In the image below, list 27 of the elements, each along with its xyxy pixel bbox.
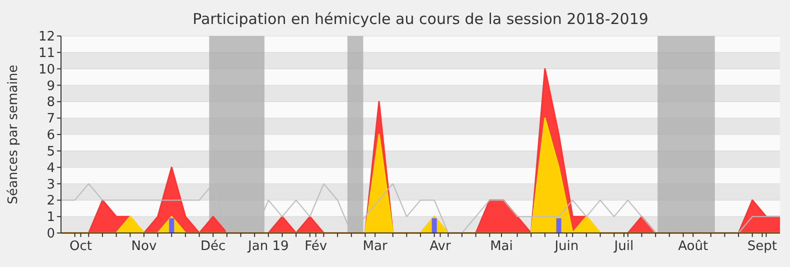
x-tick-label: Sept (747, 239, 778, 254)
x-tick-label: Mai (490, 239, 513, 254)
y-tick-label: 3 (46, 177, 55, 192)
x-tick-label: Août (678, 239, 708, 254)
x-tick-label: Fév (304, 239, 328, 254)
x-tick-label: Juil (613, 239, 634, 254)
x-tick-label: Jan 19 (247, 239, 289, 254)
y-tick-label: 9 (46, 78, 55, 94)
y-tick-label: 2 (46, 194, 55, 209)
y-tick-label: 12 (38, 30, 55, 45)
x-tick-label: Avr (430, 239, 452, 254)
x-tick-label: Nov (131, 239, 157, 254)
chart-title: Participation en hémicycle au cours de la session 2018-2019 (192, 10, 648, 28)
x-tick-label: Oct (70, 239, 92, 254)
x-tick-label: Déc (200, 239, 226, 254)
y-tick-label: 1 (46, 210, 55, 226)
y-tick-label: 7 (46, 112, 55, 127)
x-tick-label: Juin (554, 239, 579, 254)
y-tick-label: 0 (46, 226, 55, 242)
y-tick-label: 6 (46, 128, 55, 144)
y-tick-label: 4 (46, 160, 55, 176)
y-tick-label: 11 (38, 46, 55, 61)
y-tick-label: 8 (46, 95, 55, 110)
y-tick-label: 10 (38, 62, 55, 78)
y-axis-title: Séances par semaine (6, 64, 21, 204)
x-tick-label: Mar (362, 239, 388, 254)
y-tick-label: 5 (46, 144, 55, 160)
